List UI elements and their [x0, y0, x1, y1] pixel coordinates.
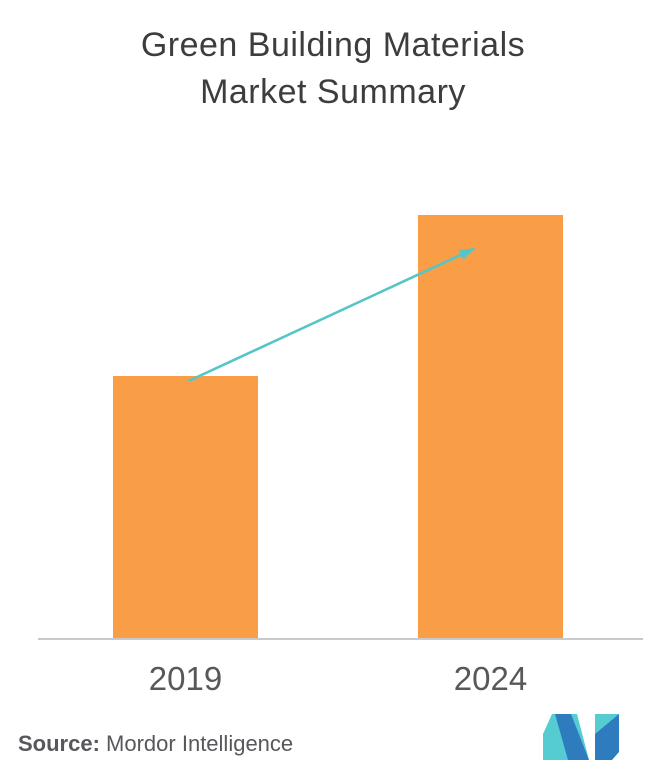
logo-i-teal-triangle: [595, 714, 619, 734]
chart-title-line1: Green Building Materials: [140, 26, 526, 64]
chart-title-line2: Market Summary: [200, 73, 466, 111]
bar-2019: [113, 376, 258, 639]
x-tick-2024: 2024: [453, 660, 528, 697]
x-tick-2019: 2019: [148, 660, 223, 697]
bar-2024: [418, 215, 563, 639]
logo-m-blue-band: [555, 714, 589, 760]
x-axis-line: [38, 638, 643, 640]
source-label: Source:: [18, 731, 100, 756]
chart-title: Green Building Materials Market Summary: [0, 22, 666, 116]
source-text: Mordor Intelligence: [106, 731, 294, 756]
mordor-intelligence-logo: [543, 714, 619, 760]
source-attribution: Source: Mordor Intelligence: [18, 731, 293, 757]
